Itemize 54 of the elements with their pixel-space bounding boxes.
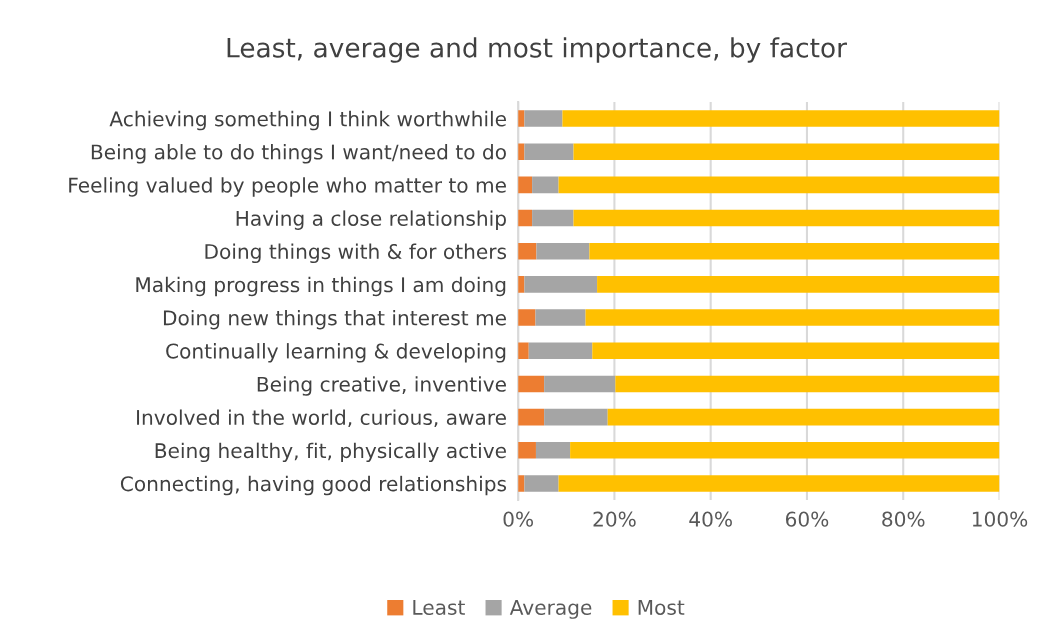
bar [562, 110, 1000, 127]
x-tick-label: 20% [593, 511, 636, 527]
bar [573, 143, 1000, 160]
bar [528, 342, 593, 360]
bar [518, 342, 529, 360]
y-tick-label: Doing things with & for others [205, 243, 507, 264]
bar [544, 408, 608, 426]
bar [573, 209, 1000, 227]
bar [544, 375, 616, 393]
bar [518, 209, 533, 227]
y-tick-label: Involved in the world, curious, aware [137, 409, 506, 428]
x-tick-label: 40% [689, 511, 732, 527]
bar [536, 242, 590, 260]
bar [524, 143, 574, 160]
bar [518, 242, 537, 260]
bar [524, 475, 559, 492]
bar [592, 342, 1000, 360]
bar [615, 375, 1000, 393]
bar [518, 309, 536, 326]
chart-title: Least, average and most importance, by factor [227, 37, 847, 63]
y-tick-label: Feeling valued by people who matter to me [69, 177, 506, 197]
bar [532, 176, 559, 194]
y-tick-label: Making progress in things I am doing [136, 276, 506, 297]
x-tick-label: 0% [503, 511, 534, 527]
bar [524, 276, 598, 293]
y-tick-label: Connecting, having good relationships [120, 475, 507, 496]
bar [518, 176, 533, 194]
y-tick-label: Doing new things that interest me [163, 309, 506, 330]
bar [524, 110, 563, 127]
bar [558, 475, 1000, 492]
bar [532, 209, 574, 227]
x-tick-label: 100% [972, 511, 1028, 527]
y-tick-label: Being healthy, fit, physically active [155, 442, 506, 463]
legend-label: Average [509, 600, 592, 619]
y-tick-label: Achieving something I think worthwhile [109, 110, 506, 131]
y-tick-label: Being creative, inventive [257, 376, 506, 396]
y-tick-label: Having a close relationship [236, 210, 506, 230]
legend-label: Most [638, 600, 685, 615]
y-tick-label: Being able to do things I want/need to do [91, 144, 506, 164]
x-tick-label: 80% [882, 511, 925, 527]
y-tick-label: Continually learning & developing [166, 343, 506, 363]
bar [585, 309, 1000, 326]
bar [607, 408, 1000, 426]
bar [597, 276, 1000, 293]
bar [518, 408, 545, 426]
legend-label: Least [413, 600, 465, 615]
bar [518, 441, 536, 459]
x-tick-label: 60% [785, 511, 829, 527]
bar [558, 176, 1000, 194]
bar [518, 375, 545, 393]
bar [589, 242, 1000, 260]
bar [535, 441, 571, 459]
bar [535, 309, 586, 326]
bar [570, 441, 1000, 459]
